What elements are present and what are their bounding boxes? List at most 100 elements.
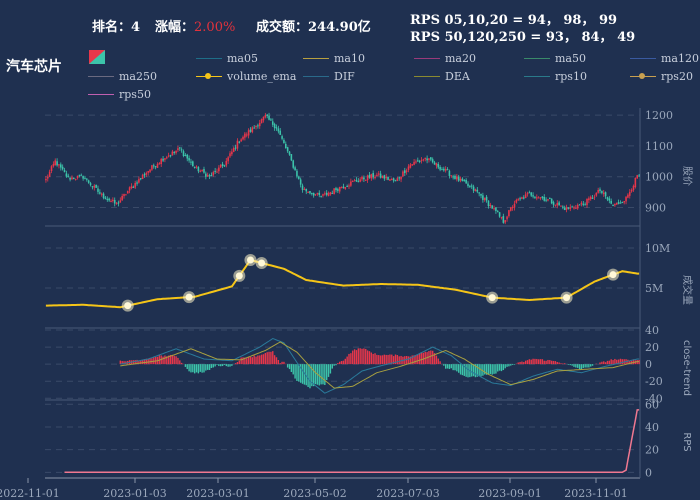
- legend-item-ma250[interactable]: ma250: [88, 70, 157, 83]
- macd-bar: [415, 355, 417, 365]
- macd-bar: [606, 360, 609, 365]
- candle-body: [151, 165, 153, 170]
- legend-item-ma20[interactable]: ma20: [414, 52, 476, 65]
- candle-body: [175, 150, 177, 153]
- macd-bar: [177, 357, 179, 365]
- macd-bar: [141, 360, 144, 365]
- candle-body: [586, 198, 588, 206]
- macd-bar: [264, 353, 267, 365]
- candle-body: [190, 161, 192, 163]
- macd-bar: [379, 355, 382, 365]
- macd-tick-label: 20: [645, 341, 659, 354]
- candle-body: [444, 169, 447, 171]
- candle-body: [177, 148, 179, 151]
- candle-body: [413, 161, 415, 165]
- candle-body: [251, 127, 254, 133]
- candle-body: [582, 203, 585, 205]
- candle-body: [188, 158, 190, 161]
- macd-bar: [140, 360, 142, 365]
- candle-body: [355, 179, 358, 182]
- macd-bar: [337, 363, 339, 365]
- legend-item-rps10[interactable]: rps10: [524, 70, 587, 83]
- macd-bar: [320, 364, 322, 385]
- candle-body: [625, 196, 627, 202]
- x-tick-label: 2023-11-01: [564, 487, 627, 500]
- candle-body: [405, 170, 408, 172]
- candle-body: [441, 169, 443, 171]
- legend-swatch: [88, 76, 114, 77]
- candlestick-legend-icon[interactable]: [89, 50, 105, 64]
- macd-bar: [255, 356, 257, 365]
- legend-label: ma250: [119, 70, 157, 83]
- macd-bar: [203, 364, 205, 373]
- ema-marker: [488, 294, 496, 302]
- candle-body: [201, 170, 203, 172]
- candle-body: [597, 189, 599, 193]
- candle-body: [511, 207, 514, 209]
- macd-bar: [636, 360, 638, 365]
- macd-bar: [484, 364, 486, 375]
- candle-body: [60, 164, 62, 168]
- candle-body: [61, 166, 64, 170]
- candle-body: [123, 194, 125, 197]
- candle-body: [80, 174, 83, 176]
- legend-item-volume_ema[interactable]: volume_ema: [196, 70, 296, 83]
- candle-body: [95, 184, 97, 188]
- candle-body: [283, 139, 285, 143]
- candle-body: [210, 174, 213, 176]
- macd-bar: [246, 358, 248, 365]
- candle-body: [125, 194, 127, 196]
- candle-body: [417, 160, 419, 162]
- legend-item-DEA[interactable]: DEA: [414, 70, 470, 83]
- legend-item-ma10[interactable]: ma10: [303, 52, 365, 65]
- legend-label: volume_ema: [227, 70, 297, 83]
- macd-bar: [502, 364, 505, 371]
- macd-bar: [431, 350, 434, 365]
- macd-bar: [266, 352, 268, 365]
- candle-body: [156, 164, 159, 168]
- macd-bar: [229, 364, 231, 367]
- candle-body: [327, 193, 330, 196]
- legend-item-DIF[interactable]: DIF: [303, 70, 355, 83]
- macd-bar: [528, 359, 531, 365]
- price-tick-label: 1100: [645, 140, 673, 153]
- candle-body: [530, 192, 533, 196]
- legend-item-ma50[interactable]: ma50: [524, 52, 586, 65]
- macd-bar: [504, 364, 506, 369]
- macd-bar: [591, 364, 594, 366]
- candle-body: [182, 151, 185, 156]
- macd-bar: [511, 364, 514, 365]
- macd-bar: [368, 351, 371, 365]
- candle-body: [67, 175, 70, 177]
- candle-body: [498, 212, 501, 217]
- dif-line: [120, 337, 640, 394]
- macd-bar: [411, 355, 413, 365]
- macd-bar: [471, 364, 473, 377]
- candle-body: [240, 139, 242, 142]
- candle-body: [578, 204, 581, 206]
- candle-body: [147, 171, 149, 173]
- legend-swatch: [414, 76, 440, 77]
- candle-body: [312, 193, 315, 196]
- macd-bar: [292, 364, 294, 375]
- legend-item-rps20[interactable]: rps20: [630, 70, 693, 83]
- legend-item-rps50[interactable]: rps50: [88, 88, 151, 101]
- macd-bar: [556, 361, 558, 365]
- macd-bar: [391, 354, 393, 365]
- candle-body: [487, 200, 490, 207]
- legend-item-ma05[interactable]: ma05: [196, 52, 258, 65]
- candle-body: [154, 166, 157, 168]
- rps-tick-label: 0: [645, 466, 652, 479]
- candle-body: [255, 125, 257, 127]
- macd-bar: [227, 364, 229, 367]
- candle-body: [56, 161, 58, 166]
- legend-item-ma120[interactable]: ma120: [630, 52, 699, 65]
- candle-body: [439, 167, 441, 170]
- macd-bar: [617, 359, 620, 365]
- turnover-text: 成交额：244.90亿: [256, 16, 371, 35]
- candle-body: [333, 188, 335, 195]
- candle-body: [528, 192, 531, 194]
- macd-bar: [400, 355, 402, 365]
- macd-bar: [324, 364, 326, 386]
- candle-body: [472, 186, 475, 191]
